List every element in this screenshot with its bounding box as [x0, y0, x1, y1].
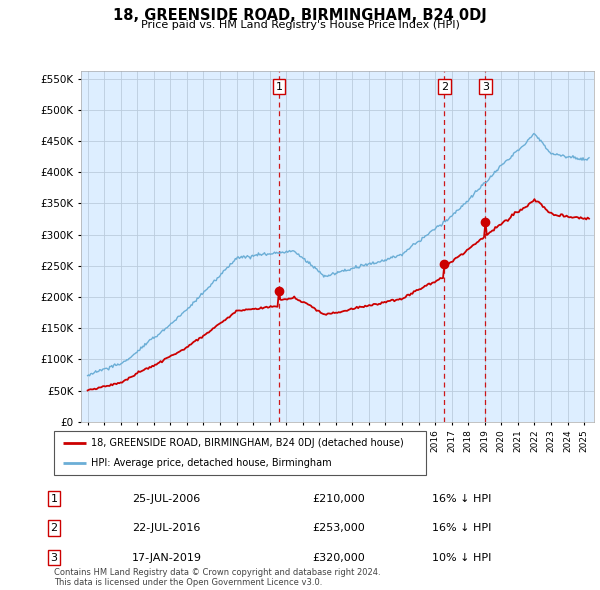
Text: 17-JAN-2019: 17-JAN-2019 — [132, 553, 202, 562]
Text: 2: 2 — [441, 81, 448, 91]
Text: £320,000: £320,000 — [312, 553, 365, 562]
Text: Contains HM Land Registry data © Crown copyright and database right 2024.
This d: Contains HM Land Registry data © Crown c… — [54, 568, 380, 587]
Text: 1: 1 — [275, 81, 283, 91]
Text: HPI: Average price, detached house, Birmingham: HPI: Average price, detached house, Birm… — [91, 458, 332, 468]
Text: 16% ↓ HPI: 16% ↓ HPI — [432, 523, 491, 533]
Text: 1: 1 — [50, 494, 58, 503]
Text: 3: 3 — [50, 553, 58, 562]
Text: 25-JUL-2006: 25-JUL-2006 — [132, 494, 200, 503]
Text: £210,000: £210,000 — [312, 494, 365, 503]
Text: 2: 2 — [50, 523, 58, 533]
Text: 10% ↓ HPI: 10% ↓ HPI — [432, 553, 491, 562]
Text: 16% ↓ HPI: 16% ↓ HPI — [432, 494, 491, 503]
Text: £253,000: £253,000 — [312, 523, 365, 533]
Text: 18, GREENSIDE ROAD, BIRMINGHAM, B24 0DJ (detached house): 18, GREENSIDE ROAD, BIRMINGHAM, B24 0DJ … — [91, 438, 404, 448]
Text: 22-JUL-2016: 22-JUL-2016 — [132, 523, 200, 533]
FancyBboxPatch shape — [54, 431, 426, 475]
Text: Price paid vs. HM Land Registry's House Price Index (HPI): Price paid vs. HM Land Registry's House … — [140, 20, 460, 30]
Text: 18, GREENSIDE ROAD, BIRMINGHAM, B24 0DJ: 18, GREENSIDE ROAD, BIRMINGHAM, B24 0DJ — [113, 8, 487, 22]
Text: 3: 3 — [482, 81, 489, 91]
